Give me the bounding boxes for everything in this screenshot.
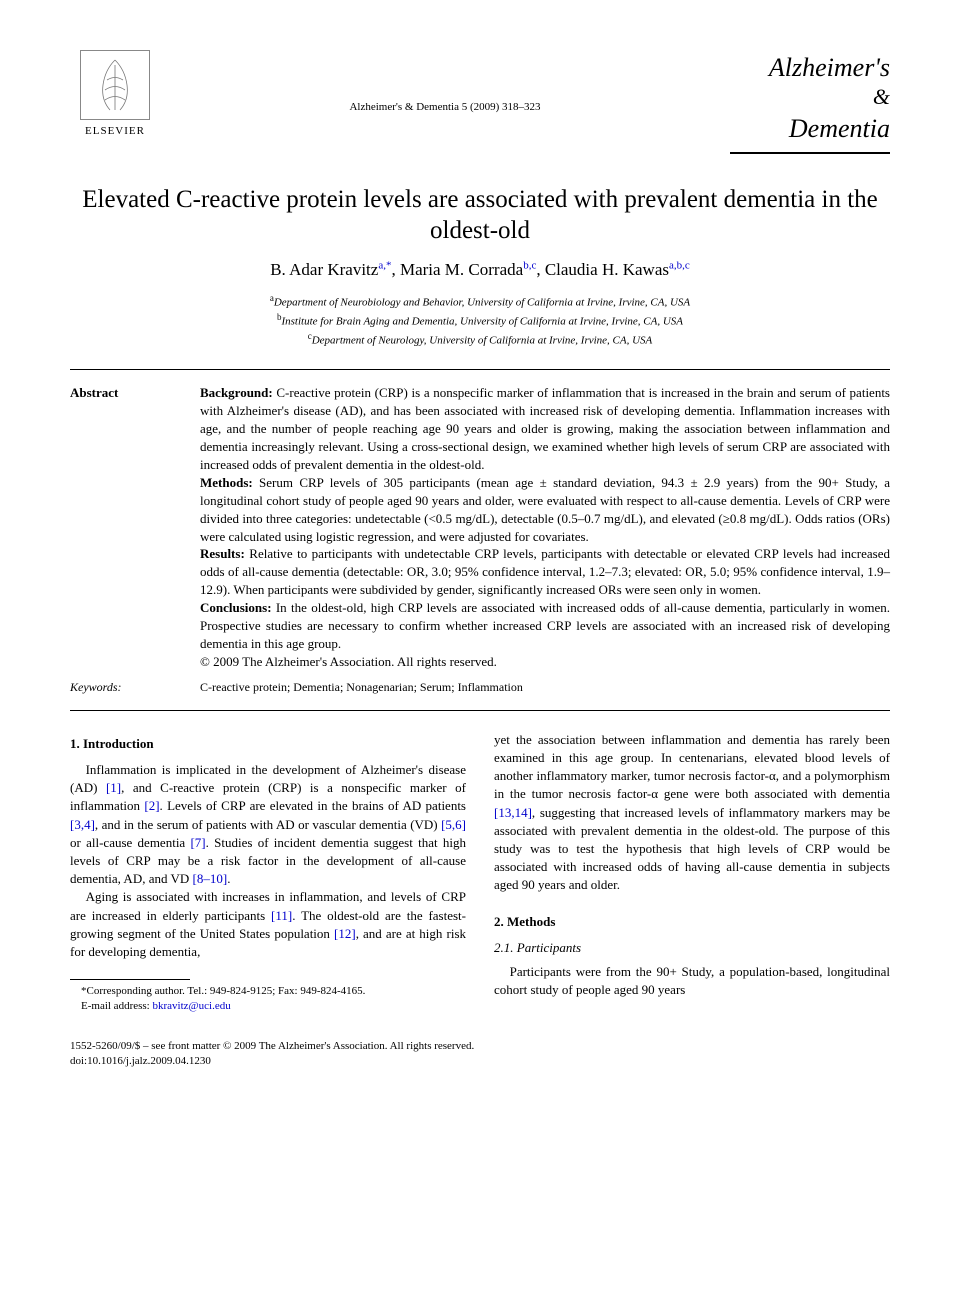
publisher-logo: ELSEVIER xyxy=(70,50,160,139)
text-run: or all-cause dementia xyxy=(70,835,190,850)
author-1-affil-link[interactable]: a, xyxy=(378,259,386,271)
affiliations: aDepartment of Neurobiology and Behavior… xyxy=(70,292,890,349)
text-run: , and in the serum of patients with AD o… xyxy=(95,817,441,832)
article-title: Elevated C-reactive protein levels are a… xyxy=(70,184,890,247)
citation-link[interactable]: [12] xyxy=(334,926,356,941)
abstract-methods-text: Serum CRP levels of 305 participants (me… xyxy=(200,475,890,544)
keywords-text: C-reactive protein; Dementia; Nonagenari… xyxy=(200,679,890,696)
journal-logo-line2: & xyxy=(730,82,890,113)
author-2-affil-link[interactable]: b,c xyxy=(523,259,536,271)
publisher-name: ELSEVIER xyxy=(85,124,145,139)
affiliation-a-text: Department of Neurobiology and Behavior,… xyxy=(274,297,690,309)
affiliation-b-text: Institute for Brain Aging and Dementia, … xyxy=(281,316,683,328)
affiliation-c-text: Department of Neurology, University of C… xyxy=(312,335,653,347)
email-footnote: E-mail address: bkravitz@uci.edu xyxy=(70,999,466,1014)
abstract-label: Abstract xyxy=(70,384,200,671)
citation-line: Alzheimer's & Dementia 5 (2009) 318–323 xyxy=(160,50,730,115)
abstract-copyright: © 2009 The Alzheimer's Association. All … xyxy=(200,654,497,669)
page-footer: 1552-5260/09/$ – see front matter © 2009… xyxy=(70,1039,890,1070)
email-label: E-mail address: xyxy=(81,1000,152,1012)
keywords-label: Keywords: xyxy=(70,679,200,696)
intro-para-2-cont: yet the association between inflammation… xyxy=(494,731,890,895)
participants-para-1: Participants were from the 90+ Study, a … xyxy=(494,963,890,999)
abstract-results-label: Results: xyxy=(200,546,245,561)
keywords-block: Keywords: C-reactive protein; Dementia; … xyxy=(70,679,890,696)
body-columns: 1. Introduction Inflammation is implicat… xyxy=(70,731,890,1015)
abstract-results-text: Relative to participants with undetectab… xyxy=(200,546,890,597)
abstract-conclusions-label: Conclusions: xyxy=(200,600,272,615)
intro-para-1: Inflammation is implicated in the develo… xyxy=(70,761,466,888)
journal-logo-line3: Dementia xyxy=(730,111,890,153)
authors-line: B. Adar Kravitza,*, Maria M. Corradab,c,… xyxy=(70,258,890,282)
intro-para-2: Aging is associated with increases in in… xyxy=(70,888,466,961)
journal-logo: Alzheimer's & Dementia xyxy=(730,50,890,154)
text-run: . Levels of CRP are elevated in the brai… xyxy=(160,798,466,813)
methods-heading: 2. Methods xyxy=(494,913,890,931)
page-header: ELSEVIER Alzheimer's & Dementia 5 (2009)… xyxy=(70,50,890,154)
citation-link[interactable]: [5,6] xyxy=(441,817,466,832)
corresponding-footnote: *Corresponding author. Tel.: 949-824-912… xyxy=(70,984,466,999)
author-2: , Maria M. Corrada xyxy=(391,260,523,279)
affiliation-c: cDepartment of Neurology, University of … xyxy=(70,330,890,349)
divider xyxy=(70,369,890,370)
abstract-block: Abstract Background: C-reactive protein … xyxy=(70,384,890,671)
author-3-affil-link[interactable]: a,b,c xyxy=(669,259,690,271)
citation-link[interactable]: [3,4] xyxy=(70,817,95,832)
citation-link[interactable]: [2] xyxy=(144,798,159,813)
citation-link[interactable]: [1] xyxy=(106,780,121,795)
footnote-rule xyxy=(70,979,190,980)
abstract-body: Background: C-reactive protein (CRP) is … xyxy=(200,384,890,671)
text-run: . xyxy=(227,871,230,886)
email-link[interactable]: bkravitz@uci.edu xyxy=(152,1000,230,1012)
divider xyxy=(70,710,890,711)
abstract-background-label: Background: xyxy=(200,385,273,400)
citation-link[interactable]: [13,14] xyxy=(494,805,532,820)
abstract-methods-label: Methods: xyxy=(200,475,253,490)
citation-link[interactable]: [11] xyxy=(271,908,292,923)
abstract-conclusions-text: In the oldest-old, high CRP levels are a… xyxy=(200,600,890,651)
author-1: B. Adar Kravitz xyxy=(270,260,378,279)
text-run: , suggesting that increased levels of in… xyxy=(494,805,890,893)
affiliation-a: aDepartment of Neurobiology and Behavior… xyxy=(70,292,890,311)
footer-copyright: 1552-5260/09/$ – see front matter © 2009… xyxy=(70,1039,890,1054)
column-left: 1. Introduction Inflammation is implicat… xyxy=(70,731,466,1015)
journal-logo-line1: Alzheimer's xyxy=(730,50,890,86)
text-run: yet the association between inflammation… xyxy=(494,732,890,802)
footer-doi: doi:10.1016/j.jalz.2009.04.1230 xyxy=(70,1054,890,1069)
citation-link[interactable]: [8–10] xyxy=(193,871,228,886)
abstract-background-text: C-reactive protein (CRP) is a nonspecifi… xyxy=(200,385,890,472)
column-right: yet the association between inflammation… xyxy=(494,731,890,1015)
affiliation-b: bInstitute for Brain Aging and Dementia,… xyxy=(70,311,890,330)
author-3: , Claudia H. Kawas xyxy=(536,260,669,279)
intro-heading: 1. Introduction xyxy=(70,735,466,753)
elsevier-tree-icon xyxy=(80,50,150,120)
participants-heading: 2.1. Participants xyxy=(494,939,890,957)
citation-link[interactable]: [7] xyxy=(190,835,205,850)
